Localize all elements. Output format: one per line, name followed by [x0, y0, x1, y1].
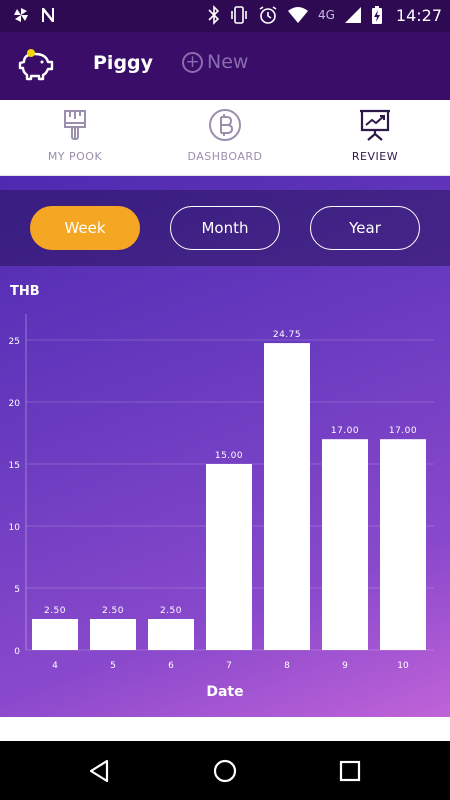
review-panel: Week Month Year 0 5 10 15 20 25 2.50 4 2.50 5 2.50… — [0, 176, 450, 717]
recents-icon[interactable] — [337, 758, 363, 784]
bitcoin-icon — [209, 109, 241, 141]
period-year-label: Year — [349, 219, 381, 237]
new-button[interactable]: + New — [182, 51, 248, 73]
y-tick-label: 10 — [9, 523, 21, 533]
bar — [32, 619, 78, 650]
period-week-label: Week — [64, 219, 106, 237]
bar-value-label: 17.00 — [331, 426, 359, 436]
app-bar: Piggy + New — [0, 32, 450, 100]
back-icon[interactable] — [87, 758, 113, 784]
bar — [148, 619, 194, 650]
status-bar: 4G 14:27 — [0, 0, 450, 32]
bar — [206, 464, 252, 650]
x-tick-label: 4 — [52, 661, 58, 671]
bar-chart: 0 5 10 15 20 25 2.50 4 2.50 5 2.50 6 15.00 7 24.75 8 17.… — [0, 266, 450, 717]
x-tick-label: 7 — [226, 661, 232, 671]
bar-value-label: 24.75 — [273, 330, 301, 340]
bar-chart-svg: 0 5 10 15 20 25 2.50 4 2.50 5 2.50 6 15.00 7 24.75 8 17.… — [9, 314, 434, 671]
bar-value-label: 15.00 — [215, 451, 243, 461]
y-tick-label: 20 — [9, 399, 21, 409]
brush-icon — [64, 110, 86, 140]
system-nav-bar — [0, 741, 450, 800]
tab-my-pook-label: MY POOK — [47, 150, 103, 163]
chart-unit-label: THB — [10, 284, 40, 299]
pinwheel-icon — [14, 8, 28, 22]
n-icon — [42, 8, 54, 22]
vibrate-icon — [231, 6, 247, 24]
period-selector: Week Month Year — [0, 190, 450, 266]
new-button-label: New — [207, 51, 249, 73]
tab-dashboard[interactable]: DASHBOARD — [150, 100, 300, 176]
piggy-bank-icon[interactable] — [18, 48, 54, 82]
home-icon[interactable] — [212, 758, 238, 784]
bar-value-label: 2.50 — [160, 606, 182, 616]
bar-value-label: 2.50 — [44, 606, 66, 616]
plus-icon: + — [182, 51, 203, 73]
tab-my-pook[interactable]: MY POOK — [0, 100, 150, 176]
bar-value-label: 2.50 — [102, 606, 124, 616]
status-time: 14:27 — [395, 5, 442, 25]
bar — [264, 343, 310, 650]
x-tick-label: 5 — [110, 661, 116, 671]
wifi-icon — [287, 7, 308, 23]
presentation-chart-icon — [360, 109, 390, 141]
period-month-button[interactable]: Month — [170, 206, 280, 250]
signal-icon — [344, 7, 361, 23]
bluetooth-icon — [208, 5, 220, 25]
x-tick-label: 9 — [342, 661, 348, 671]
tab-dashboard-label: DASHBOARD — [187, 150, 263, 163]
bar-value-label: 17.00 — [389, 426, 417, 436]
y-tick-label: 5 — [14, 585, 20, 595]
period-year-button[interactable]: Year — [310, 206, 420, 250]
bar — [322, 439, 368, 650]
x-tick-label: 10 — [397, 661, 409, 671]
x-tick-label: 6 — [168, 661, 174, 671]
tab-review[interactable]: REVIEW — [300, 100, 450, 176]
period-week-button[interactable]: Week — [30, 206, 140, 250]
network-type: 4G — [317, 8, 335, 22]
bar — [380, 439, 426, 650]
x-tick-label: 8 — [284, 661, 290, 671]
bottom-strip — [0, 717, 450, 741]
battery-charging-icon — [371, 6, 382, 24]
bar — [90, 619, 136, 650]
period-month-label: Month — [201, 219, 249, 237]
chart-x-axis-label: Date — [206, 684, 244, 700]
y-tick-label: 15 — [9, 461, 20, 471]
app-title: Piggy — [93, 52, 154, 74]
y-tick-label: 0 — [14, 647, 20, 657]
alarm-icon — [259, 6, 277, 24]
y-tick-label: 25 — [9, 337, 20, 347]
tab-review-label: REVIEW — [351, 150, 399, 163]
tab-bar: MY POOK DASHBOARD REVIEW — [0, 100, 450, 176]
